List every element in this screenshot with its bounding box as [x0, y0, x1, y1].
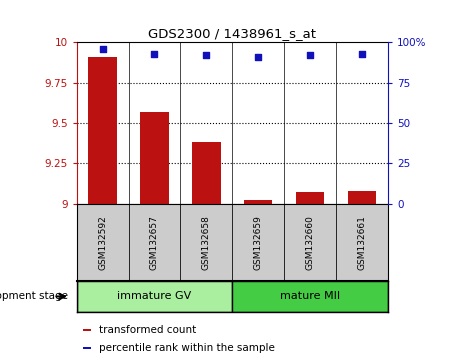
Bar: [348, 191, 376, 204]
Point: [99, 46, 106, 52]
Bar: [129, 204, 180, 281]
Bar: [232, 204, 284, 281]
Text: GSM132658: GSM132658: [202, 215, 211, 270]
Bar: [83, 329, 91, 331]
Text: GSM132592: GSM132592: [98, 215, 107, 270]
Point: [151, 51, 158, 57]
Text: percentile rank within the sample: percentile rank within the sample: [99, 343, 275, 353]
Text: GSM132659: GSM132659: [254, 215, 262, 270]
Text: GSM132660: GSM132660: [306, 215, 314, 270]
Bar: [83, 347, 91, 349]
Bar: [232, 281, 388, 312]
Text: immature GV: immature GV: [117, 291, 192, 302]
Bar: [296, 192, 324, 204]
Bar: [244, 200, 272, 204]
Point: [358, 51, 365, 57]
Bar: [192, 142, 221, 204]
Bar: [284, 204, 336, 281]
Point: [202, 52, 210, 58]
Text: development stage: development stage: [0, 291, 68, 302]
Bar: [180, 204, 232, 281]
Text: GSM132661: GSM132661: [358, 215, 366, 270]
Text: transformed count: transformed count: [99, 325, 196, 335]
Bar: [88, 57, 117, 204]
Bar: [77, 204, 129, 281]
Text: mature MII: mature MII: [280, 291, 340, 302]
Point: [254, 54, 262, 60]
Bar: [140, 112, 169, 204]
Text: GSM132657: GSM132657: [150, 215, 159, 270]
Bar: [336, 204, 388, 281]
Bar: [77, 281, 232, 312]
Title: GDS2300 / 1438961_s_at: GDS2300 / 1438961_s_at: [148, 27, 316, 40]
Point: [307, 52, 314, 58]
